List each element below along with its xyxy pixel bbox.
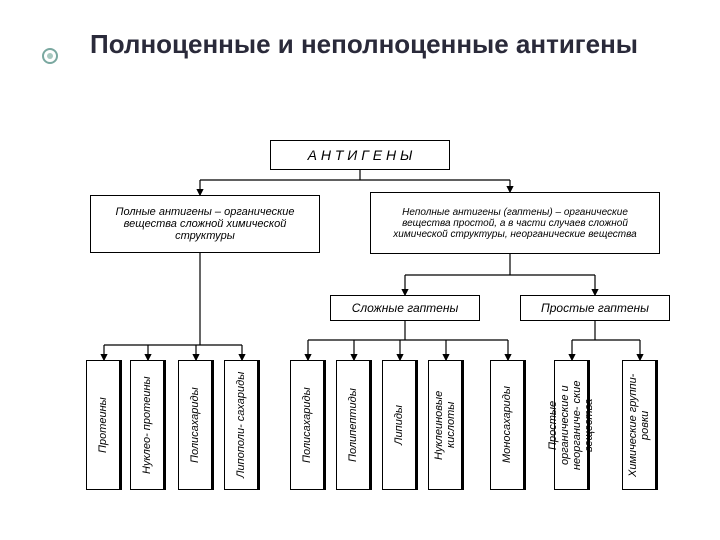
node-root: А Н Т И Г Е Н Ы: [270, 140, 450, 170]
leaf-node: Липополи- сахариды: [224, 360, 260, 490]
page-title: Полноценные и неполноценные антигены: [90, 30, 638, 60]
leaf-node: Нуклеиновые кислоты: [428, 360, 464, 490]
leaf-node: Простые органические и неорганиче- ские …: [554, 360, 590, 490]
leaf-node: Протеины: [86, 360, 122, 490]
leaf-node: Полипептиды: [336, 360, 372, 490]
leaf-node: Полисахариды: [178, 360, 214, 490]
bullet-icon: [42, 48, 58, 64]
leaf-node: Липиды: [382, 360, 418, 490]
node-incomplete-antigens: Неполные антигены (гаптены) – органическ…: [370, 192, 660, 254]
leaf-node: Химические группи- ровки: [622, 360, 658, 490]
node-full-antigens: Полные антигены – органические вещества …: [90, 195, 320, 253]
leaf-node: Полисахариды: [290, 360, 326, 490]
leaf-node: Моносахариды: [490, 360, 526, 490]
node-simple-haptens: Простые гаптены: [520, 295, 670, 321]
node-complex-haptens: Сложные гаптены: [330, 295, 480, 321]
leaf-node: Нуклео- протеины: [130, 360, 166, 490]
